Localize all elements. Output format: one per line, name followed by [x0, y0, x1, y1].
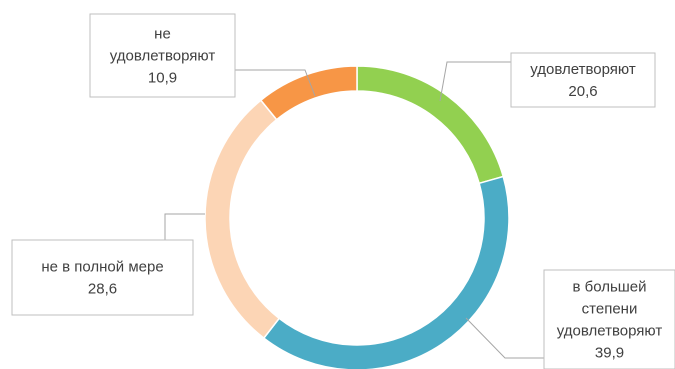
data-label-category: не в полной мере — [41, 259, 163, 276]
data-label-value: 20,6 — [568, 83, 597, 100]
leader-line-1 — [466, 318, 544, 358]
leader-line-2 — [165, 214, 205, 240]
data-label-category: удовлетворяют — [530, 61, 636, 78]
data-label-0: удовлетворяют 20,6 — [511, 53, 655, 107]
data-label-category: в большей — [572, 279, 646, 296]
leader-line-0 — [440, 62, 511, 101]
data-label-1: в большей степени удовлетворяют 39,9 — [544, 270, 675, 369]
data-label-value: 28,6 — [88, 281, 117, 298]
data-label-box — [12, 240, 193, 315]
doughnut-slice-1 — [264, 177, 509, 369]
data-label-value: 39,9 — [595, 345, 624, 362]
doughnut-slice-3 — [261, 66, 357, 120]
data-label-2: не в полной мере 28,6 — [12, 240, 193, 315]
data-label-3: не удовлетворяют 10,9 — [90, 14, 235, 97]
doughnut-slice-0 — [357, 66, 503, 183]
data-label-category: степени — [582, 301, 638, 318]
doughnut-slice-2 — [205, 100, 279, 338]
data-label-value: 10,9 — [148, 70, 177, 87]
data-label-category: удовлетворяют — [557, 323, 663, 340]
data-label-category: не — [154, 26, 171, 43]
doughnut-ring — [205, 66, 509, 369]
data-label-category: удовлетворяют — [110, 48, 216, 65]
